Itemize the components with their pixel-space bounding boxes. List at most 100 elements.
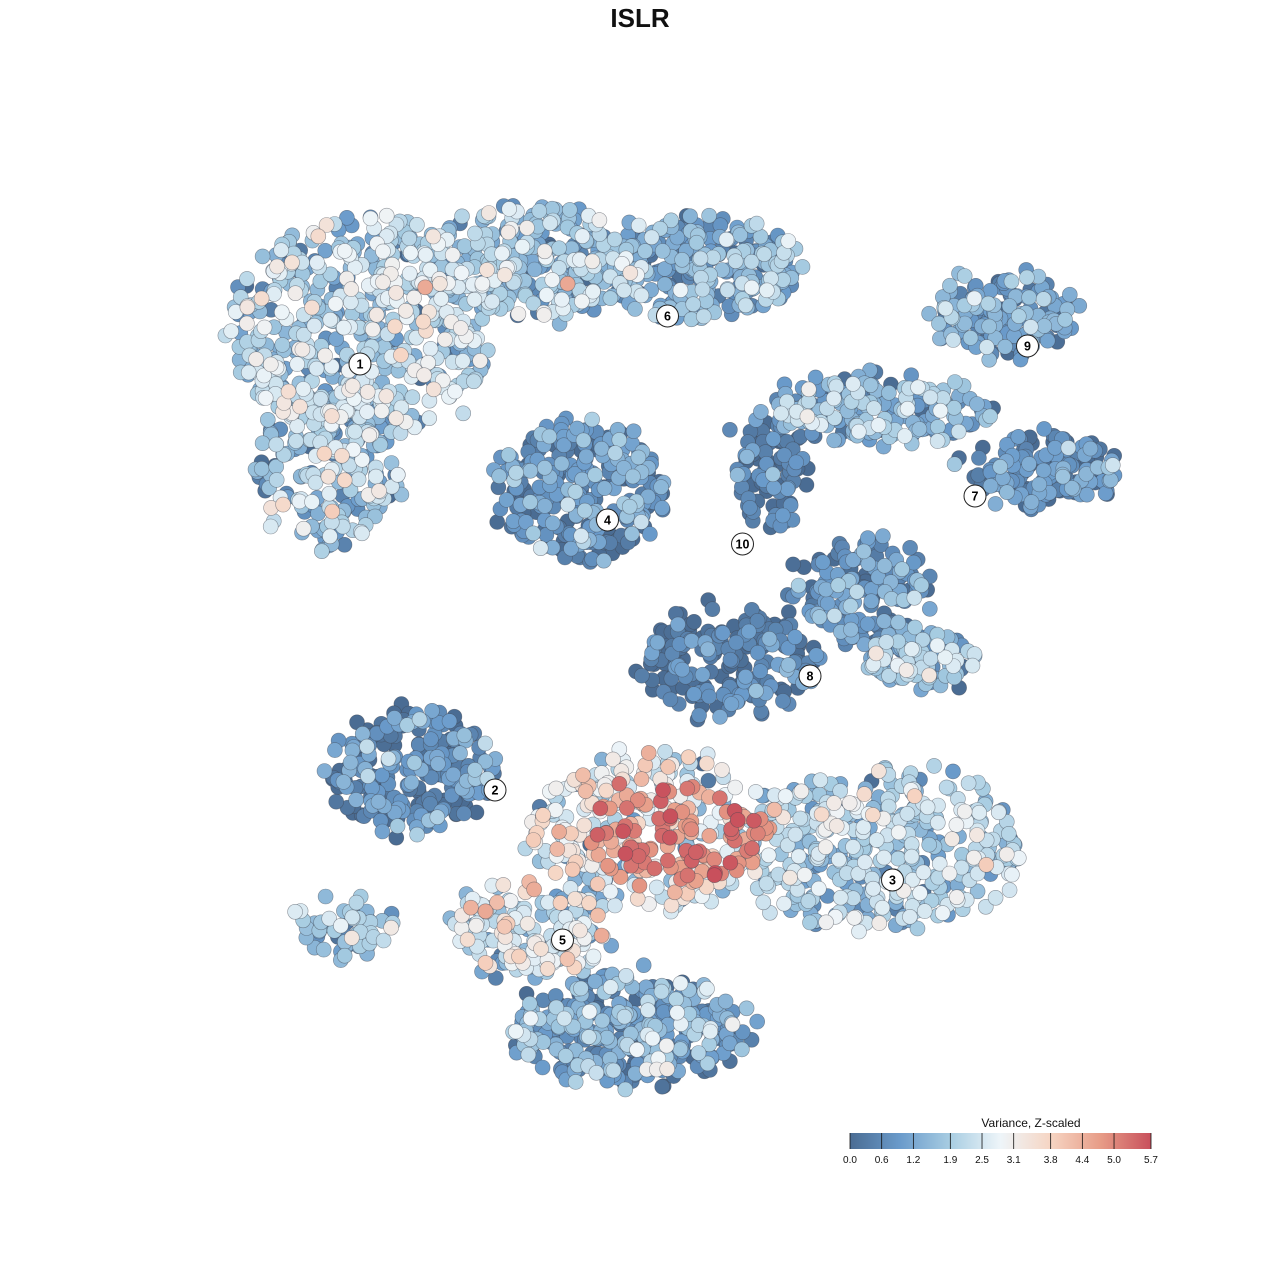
data-point [389,411,404,426]
data-point [636,958,651,973]
data-point [1019,270,1034,285]
data-point [344,282,359,297]
data-point [445,247,460,262]
data-point [788,827,803,842]
data-point [982,352,997,367]
data-point [631,450,646,465]
cluster-label-10: 10 [732,533,754,555]
data-point [349,792,364,807]
data-point [426,229,441,244]
data-point [453,746,468,761]
data-point [781,234,796,249]
legend-tick-label: 3.1 [1007,1155,1021,1166]
data-point [255,249,270,264]
legend-tick-label: 5.7 [1144,1155,1158,1166]
data-point [543,216,558,231]
data-point [872,916,887,931]
data-point [750,1014,765,1029]
data-point [970,397,985,412]
data-point [523,495,538,510]
legend-tick-label: 3.8 [1044,1155,1058,1166]
data-point [512,949,527,964]
data-point [590,877,605,892]
points-layer [218,198,1122,1097]
data-point [467,762,482,777]
data-point [532,204,547,219]
data-point [965,658,980,673]
data-point [554,456,569,471]
cluster-label-text: 3 [889,874,896,888]
legend-tick-label: 2.5 [975,1155,989,1166]
data-point [495,246,510,261]
data-point [622,499,637,514]
data-point [756,895,771,910]
data-point [715,626,730,641]
data-point [761,848,776,863]
data-point [1105,458,1120,473]
data-point [387,319,402,334]
data-point [818,840,833,855]
cluster-label-text: 5 [559,934,566,948]
data-point [673,976,688,991]
data-point [545,516,560,531]
data-point [833,890,848,905]
data-point [533,541,548,556]
data-point [963,330,978,345]
data-point [775,508,790,523]
data-point [288,904,303,919]
data-point [263,519,278,534]
data-point [534,941,549,956]
legend-colorbar [850,1133,1151,1149]
data-point [249,352,264,367]
data-point [1001,826,1016,841]
data-point [526,833,541,848]
data-point [585,254,600,269]
data-point [384,920,399,935]
data-point [695,667,710,682]
data-point [881,385,896,400]
data-point [573,923,588,938]
data-point [594,928,609,943]
data-point [654,480,669,495]
data-point [568,484,583,499]
data-point [815,555,830,570]
data-point [257,320,272,335]
data-point [501,447,516,462]
legend-tick-label: 0.0 [843,1155,857,1166]
data-point [983,409,998,424]
data-point [603,291,618,306]
cluster-label-text: 6 [664,310,671,324]
data-point [814,807,829,822]
data-point [981,296,996,311]
data-point [1079,487,1094,502]
data-point [1062,287,1077,302]
data-point [693,251,708,266]
data-point [327,743,342,758]
data-point [597,481,612,496]
data-point [628,302,643,317]
data-point [274,305,289,320]
data-point [783,870,798,885]
data-point [667,885,682,900]
data-point [612,432,627,447]
data-point [774,406,789,421]
data-point [1036,463,1051,478]
data-point [831,852,846,867]
data-point [767,802,782,817]
data-point [961,776,976,791]
data-point [586,949,601,964]
cluster-label-8: 8 [799,665,821,687]
data-point [412,712,427,727]
data-point [739,1001,754,1016]
data-point [957,804,972,819]
data-point [661,760,676,775]
data-point [295,342,310,357]
data-point [684,822,699,837]
chart-title: ISLR [610,3,669,33]
data-point [655,501,670,516]
data-point [410,827,425,842]
data-point [1004,867,1019,882]
data-point [333,918,348,933]
data-point [323,529,338,544]
data-point [766,480,781,495]
